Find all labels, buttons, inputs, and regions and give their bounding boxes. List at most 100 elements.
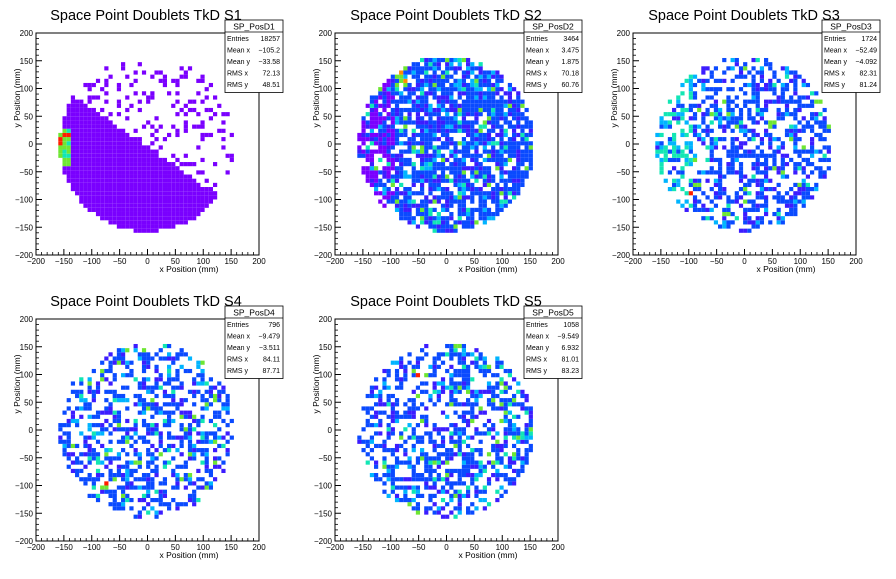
heatmap-cell bbox=[386, 87, 391, 92]
heatmap-cell bbox=[499, 398, 504, 403]
heatmap-cell bbox=[747, 153, 752, 158]
heatmap-cell bbox=[158, 203, 163, 208]
heatmap-cell bbox=[407, 95, 412, 100]
heatmap-cell bbox=[768, 124, 773, 129]
heatmap-cell bbox=[79, 116, 84, 121]
heatmap-cell bbox=[208, 418, 214, 424]
heatmap-cell bbox=[154, 510, 159, 515]
heatmap-cell bbox=[196, 389, 201, 394]
stats-value: 1058 bbox=[563, 322, 579, 329]
heatmap-cell bbox=[112, 162, 117, 167]
heatmap-cell bbox=[104, 170, 109, 175]
heatmap-cell bbox=[70, 414, 76, 419]
heatmap-cell bbox=[91, 368, 96, 374]
heatmap-cell bbox=[428, 220, 433, 225]
heatmap-cell bbox=[491, 443, 496, 449]
heatmap-cell bbox=[466, 364, 471, 369]
heatmap-cell bbox=[709, 112, 714, 117]
heatmap-cell bbox=[158, 207, 163, 212]
heatmap-cell bbox=[755, 70, 760, 75]
heatmap-cell bbox=[403, 78, 408, 83]
heatmap-cell bbox=[221, 137, 226, 142]
heatmap-cell bbox=[167, 423, 172, 428]
heatmap-cell bbox=[432, 149, 437, 154]
heatmap-cell bbox=[403, 128, 408, 133]
heatmap-cell bbox=[192, 178, 197, 183]
heatmap-cell bbox=[797, 120, 802, 125]
heatmap-cell bbox=[411, 389, 416, 394]
heatmap-cell bbox=[390, 489, 395, 494]
heatmap-cell bbox=[129, 481, 134, 486]
heatmap-cell bbox=[217, 427, 222, 432]
heatmap-cell bbox=[208, 199, 214, 204]
heatmap-cell bbox=[83, 162, 88, 167]
heatmap-cell bbox=[129, 170, 134, 175]
heatmap-cell bbox=[108, 410, 113, 415]
heatmap-cell bbox=[755, 87, 760, 92]
heatmap-cell bbox=[793, 82, 798, 88]
heatmap-cell bbox=[718, 116, 723, 121]
heatmap-cell bbox=[133, 418, 138, 424]
heatmap-cell bbox=[192, 107, 197, 113]
heatmap-cell bbox=[780, 220, 785, 225]
heatmap-cell bbox=[776, 191, 781, 196]
heatmap-cell bbox=[507, 149, 513, 154]
heatmap-cell bbox=[104, 182, 109, 188]
heatmap-cell bbox=[730, 199, 735, 204]
heatmap-cell bbox=[79, 460, 84, 465]
heatmap-cell bbox=[158, 216, 163, 221]
heatmap-cell bbox=[79, 149, 84, 154]
heatmap-cell bbox=[482, 145, 487, 150]
heatmap-cell bbox=[137, 174, 142, 179]
heatmap-cell bbox=[420, 91, 425, 96]
heatmap-cell bbox=[104, 398, 109, 403]
heatmap-cell bbox=[692, 153, 698, 158]
stats-value: −4.092 bbox=[855, 59, 877, 66]
heatmap-cell bbox=[684, 107, 689, 113]
heatmap-cell bbox=[453, 398, 458, 403]
heatmap-cell bbox=[428, 166, 433, 171]
heatmap-cell bbox=[95, 211, 101, 217]
heatmap-cell bbox=[453, 423, 458, 428]
heatmap-cell bbox=[390, 157, 395, 163]
heatmap-cell bbox=[697, 207, 702, 212]
heatmap-cell bbox=[162, 464, 168, 469]
heatmap-cell bbox=[415, 124, 421, 129]
heatmap-cell bbox=[150, 166, 155, 171]
heatmap-cell bbox=[399, 431, 404, 436]
heatmap-cell bbox=[121, 207, 126, 212]
heatmap-cell bbox=[146, 485, 151, 490]
heatmap-cell bbox=[75, 170, 80, 175]
heatmap-cell bbox=[91, 398, 96, 403]
heatmap-cell bbox=[196, 381, 201, 386]
heatmap-cell bbox=[436, 95, 441, 100]
heatmap-cell bbox=[125, 211, 130, 217]
heatmap-cell bbox=[453, 78, 458, 83]
heatmap-cell bbox=[772, 149, 777, 154]
heatmap-cell bbox=[183, 431, 188, 436]
heatmap-cell bbox=[399, 477, 404, 482]
heatmap-cell bbox=[162, 381, 168, 386]
heatmap-cell bbox=[382, 377, 387, 382]
heatmap-cell bbox=[436, 228, 441, 233]
heatmap-cell bbox=[512, 468, 517, 474]
heatmap-cell bbox=[407, 162, 412, 167]
heatmap-cell bbox=[755, 120, 760, 125]
heatmap-cell bbox=[112, 191, 117, 196]
heatmap-cell bbox=[79, 377, 84, 382]
heatmap-cell bbox=[407, 107, 412, 113]
heatmap-cell bbox=[221, 402, 226, 407]
heatmap-cell bbox=[449, 398, 454, 403]
heatmap-cell bbox=[87, 166, 92, 171]
heatmap-cell bbox=[394, 199, 400, 204]
heatmap-cell bbox=[158, 348, 163, 353]
heatmap-cell bbox=[457, 427, 462, 432]
heatmap-cell bbox=[507, 157, 513, 163]
heatmap-cell bbox=[457, 178, 462, 183]
heatmap-cell bbox=[179, 348, 184, 353]
heatmap-cell bbox=[192, 162, 197, 167]
heatmap-cell bbox=[179, 410, 184, 415]
panel-s3: Space Point Doublets TkD S3−200−200−150−… bbox=[609, 8, 881, 274]
heatmap-cell bbox=[70, 187, 76, 192]
stats-value: 72.13 bbox=[262, 71, 280, 78]
